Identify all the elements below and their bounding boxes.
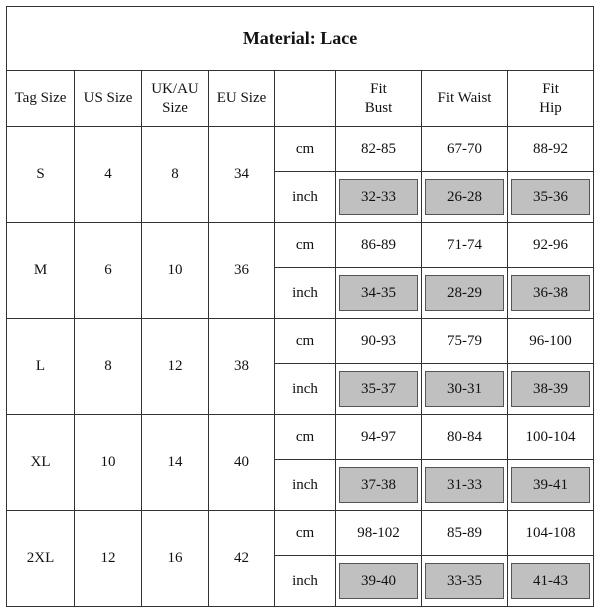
header-fit-hip: Fit Hip (506, 70, 595, 127)
fit-waist-inch-cell: 31-33 (421, 459, 508, 511)
size-row-cm: L 8 12 38 cm 90-93 75-79 96-100 (6, 318, 595, 415)
fit-waist-cm-cell: 67-70 (421, 126, 508, 172)
size-row-cm: M 6 10 36 cm 86-89 71-74 92-96 (6, 222, 595, 319)
fit-bust-inch-value: 39-40 (339, 563, 418, 599)
uk-au-size-cell: 16 (141, 510, 209, 607)
fit-hip-inch-cell: 41-43 (506, 555, 595, 607)
us-size-cell: 6 (74, 222, 142, 319)
tag-size-cell: XL (6, 414, 75, 511)
fit-hip-inch-value: 35-36 (511, 179, 591, 215)
fit-bust-inch-cell: 32-33 (335, 171, 422, 223)
unit-label-inch: inch (274, 363, 336, 415)
fit-waist-inch-cell: 26-28 (421, 171, 508, 223)
size-row-inch: inch 35-37 30-31 38-39 (7, 363, 595, 415)
header-unit (274, 70, 336, 127)
unit-label-inch: inch (274, 171, 336, 223)
fit-waist-inch-cell: 28-29 (421, 267, 508, 319)
fit-bust-inch-cell: 39-40 (335, 555, 422, 607)
unit-label-inch: inch (274, 267, 336, 319)
us-size-cell: 12 (74, 510, 142, 607)
tag-size-cell: L (6, 318, 75, 415)
fit-hip-inch-cell: 39-41 (506, 459, 595, 511)
fit-bust-inch-value: 32-33 (339, 179, 418, 215)
fit-hip-cm-cell: 92-96 (506, 222, 595, 268)
us-size-cell: 4 (74, 126, 142, 223)
unit-label-cm: cm (274, 222, 336, 268)
fit-bust-cm-cell: 94-97 (335, 414, 422, 460)
fit-bust-inch-cell: 35-37 (335, 363, 422, 415)
unit-label-cm: cm (274, 318, 336, 364)
fit-bust-cm-cell: 86-89 (335, 222, 422, 268)
fit-bust-inch-value: 35-37 (339, 371, 418, 407)
fit-waist-inch-cell: 30-31 (421, 363, 508, 415)
fit-hip-cm-cell: 100-104 (506, 414, 595, 460)
eu-size-cell: 36 (208, 222, 275, 319)
us-size-cell: 10 (74, 414, 142, 511)
size-row-cm: XL 10 14 40 cm 94-97 80-84 100-104 (6, 414, 595, 511)
unit-label-inch: inch (274, 459, 336, 511)
header-fit-bust: Fit Bust (335, 70, 422, 127)
fit-waist-inch-value: 31-33 (425, 467, 504, 503)
size-row-inch: inch 32-33 26-28 35-36 (7, 171, 595, 223)
unit-label-cm: cm (274, 510, 336, 556)
fit-bust-inch-value: 37-38 (339, 467, 418, 503)
header-us-size: US Size (74, 70, 142, 127)
header-eu-size: EU Size (208, 70, 275, 127)
size-chart-table: Material: Lace Tag Size US Size UK/AU Si… (5, 6, 595, 607)
size-row-cm: 2XL 12 16 42 cm 98-102 85-89 104-108 (6, 510, 595, 607)
fit-bust-cm-cell: 98-102 (335, 510, 422, 556)
uk-au-size-cell: 8 (141, 126, 209, 223)
fit-hip-inch-cell: 35-36 (506, 171, 595, 223)
chart-title: Material: Lace (5, 6, 595, 71)
fit-hip-inch-cell: 38-39 (506, 363, 595, 415)
unit-label-cm: cm (274, 414, 336, 460)
fit-waist-cm-cell: 71-74 (421, 222, 508, 268)
fit-bust-cm-cell: 82-85 (335, 126, 422, 172)
uk-au-size-cell: 10 (141, 222, 209, 319)
unit-label-inch: inch (274, 555, 336, 607)
fit-bust-inch-cell: 37-38 (335, 459, 422, 511)
size-row-inch: inch 39-40 33-35 41-43 (7, 555, 595, 607)
eu-size-cell: 34 (208, 126, 275, 223)
fit-hip-inch-value: 41-43 (511, 563, 591, 599)
fit-hip-inch-value: 38-39 (511, 371, 591, 407)
tag-size-cell: 2XL (6, 510, 75, 607)
fit-waist-inch-value: 26-28 (425, 179, 504, 215)
fit-hip-inch-cell: 36-38 (506, 267, 595, 319)
fit-waist-inch-value: 30-31 (425, 371, 504, 407)
tag-size-cell: M (6, 222, 75, 319)
unit-label-cm: cm (274, 126, 336, 172)
fit-hip-inch-value: 39-41 (511, 467, 591, 503)
header-fit-waist: Fit Waist (421, 70, 508, 127)
fit-waist-inch-value: 28-29 (425, 275, 504, 311)
fit-waist-cm-cell: 80-84 (421, 414, 508, 460)
fit-waist-inch-cell: 33-35 (421, 555, 508, 607)
header-uk-au-size: UK/AU Size (141, 70, 209, 127)
fit-bust-inch-value: 34-35 (339, 275, 418, 311)
eu-size-cell: 42 (208, 510, 275, 607)
fit-bust-cm-cell: 90-93 (335, 318, 422, 364)
fit-waist-cm-cell: 85-89 (421, 510, 508, 556)
fit-waist-cm-cell: 75-79 (421, 318, 508, 364)
fit-hip-cm-cell: 88-92 (506, 126, 595, 172)
size-row-cm: S 4 8 34 cm 82-85 67-70 88-92 (6, 126, 595, 223)
size-row-inch: inch 37-38 31-33 39-41 (7, 459, 595, 511)
header-tag-size: Tag Size (6, 70, 75, 127)
eu-size-cell: 40 (208, 414, 275, 511)
fit-hip-cm-cell: 104-108 (506, 510, 595, 556)
fit-waist-inch-value: 33-35 (425, 563, 504, 599)
fit-hip-inch-value: 36-38 (511, 275, 591, 311)
tag-size-cell: S (6, 126, 75, 223)
eu-size-cell: 38 (208, 318, 275, 415)
fit-hip-cm-cell: 96-100 (506, 318, 595, 364)
us-size-cell: 8 (74, 318, 142, 415)
uk-au-size-cell: 14 (141, 414, 209, 511)
fit-bust-inch-cell: 34-35 (335, 267, 422, 319)
uk-au-size-cell: 12 (141, 318, 209, 415)
